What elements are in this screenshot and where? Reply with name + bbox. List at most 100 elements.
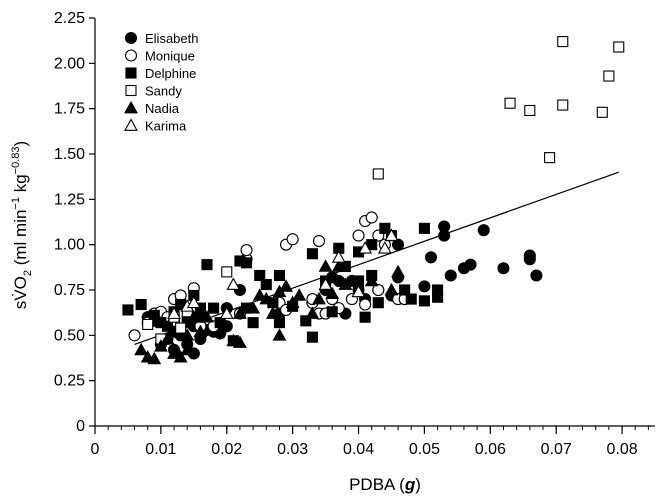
- point-delphine: [306, 331, 318, 343]
- point-delphine: [359, 311, 371, 323]
- point-monique: [286, 233, 299, 246]
- point-monique: [240, 244, 253, 257]
- legend-label-delphine: Delphine: [145, 66, 196, 81]
- point-karima: [331, 250, 346, 263]
- point-delphine: [273, 317, 286, 329]
- point-nadia: [167, 346, 181, 359]
- point-nadia: [305, 306, 320, 319]
- x-tick-label: 0.05: [409, 441, 440, 458]
- point-karima: [226, 277, 241, 290]
- y-tick-label: 0.25: [54, 373, 85, 390]
- point-nadia: [391, 264, 405, 278]
- point-elisabeth: [497, 262, 510, 275]
- point-sandy: [175, 322, 187, 334]
- legend-marker-sandy: [125, 84, 137, 97]
- point-delphine: [240, 257, 253, 269]
- point-delphine: [135, 298, 147, 311]
- x-tick-label: 0.06: [475, 441, 506, 458]
- point-delphine: [260, 279, 272, 291]
- y-axis-title-mid: kg: [11, 174, 30, 197]
- y-tick-label: 0: [76, 418, 85, 435]
- y-axis-title-close: ): [11, 141, 30, 147]
- point-nadia: [259, 291, 274, 305]
- point-sandy: [603, 70, 615, 82]
- point-sandy: [524, 104, 536, 117]
- point-nadia: [318, 259, 333, 272]
- point-nadia: [180, 342, 195, 356]
- point-nadia: [338, 277, 353, 290]
- point-delphine: [372, 297, 384, 309]
- point-delphine: [379, 222, 391, 234]
- x-tick-label: 0.02: [211, 441, 242, 458]
- axes-layer: 0 0.25 0.50 0.75 1.00 1.25 1.50 1.75 2.00 2.25 0 0.…: [54, 10, 655, 458]
- point-delphine: [326, 306, 338, 318]
- legend-label-nadia: Nadia: [145, 101, 180, 116]
- point-delphine: [352, 275, 365, 287]
- regression-line: [134, 171, 619, 345]
- point-delphine: [214, 317, 226, 329]
- point-monique: [365, 211, 378, 224]
- legend-marker-monique: [124, 49, 138, 62]
- x-tick-label: 0.08: [606, 441, 637, 458]
- x-tick-label: 0.07: [541, 441, 572, 458]
- legend-label-sandy: Sandy: [145, 84, 182, 99]
- point-monique: [128, 329, 141, 342]
- point-delphine: [432, 291, 444, 303]
- legend-marker-elisabeth: [124, 31, 138, 45]
- y-tick-label: 0.75: [54, 282, 85, 299]
- point-delphine: [122, 304, 134, 316]
- regression-line-layer: [134, 171, 619, 345]
- legend: Elisabeth Monique Delphine Sandy Nadia Karima: [124, 31, 198, 134]
- point-elisabeth: [523, 249, 536, 262]
- point-nadia: [312, 291, 326, 305]
- point-nadia: [384, 282, 399, 296]
- point-delphine: [254, 269, 266, 282]
- point-sandy: [557, 99, 569, 111]
- x-tick-label: 0: [91, 441, 100, 458]
- y-axis-title-exp2: −0.83: [10, 146, 22, 174]
- point-sandy: [221, 266, 233, 278]
- point-sandy: [613, 41, 625, 53]
- point-nadia: [364, 273, 379, 287]
- point-delphine: [148, 309, 160, 321]
- point-karima: [358, 241, 373, 254]
- point-nadia: [233, 306, 247, 319]
- point-delphine: [399, 284, 411, 296]
- point-nadia: [331, 259, 346, 272]
- y-axis-title-main: sV̇O: [11, 276, 30, 309]
- point-monique: [352, 229, 365, 242]
- x-tick-label: 0.04: [343, 441, 374, 458]
- point-sandy: [372, 168, 384, 180]
- point-nadia: [246, 301, 261, 314]
- point-sandy: [596, 106, 608, 118]
- point-nadia: [292, 288, 307, 301]
- legend-marker-nadia: [124, 100, 138, 114]
- point-sandy: [504, 97, 516, 109]
- point-nadia: [252, 288, 267, 301]
- point-delphine: [201, 259, 213, 271]
- point-nadia: [153, 339, 168, 352]
- point-elisabeth: [424, 251, 438, 264]
- point-nadia: [279, 279, 293, 292]
- point-delphine: [418, 222, 430, 234]
- point-elisabeth: [530, 269, 543, 282]
- point-delphine: [300, 315, 312, 327]
- point-monique: [312, 234, 326, 248]
- point-sandy: [544, 152, 556, 164]
- point-karima: [384, 228, 399, 241]
- point-elisabeth: [438, 220, 451, 233]
- legend-label-elisabeth: Elisabeth: [145, 31, 198, 46]
- legend-label-karima: Karima: [145, 119, 187, 134]
- point-karima: [377, 241, 392, 254]
- point-nadia: [233, 335, 247, 348]
- point-sandy: [557, 36, 569, 48]
- point-nadia: [325, 286, 340, 299]
- point-nadia: [147, 351, 162, 365]
- point-karima: [351, 284, 366, 298]
- point-monique: [359, 298, 372, 311]
- x-axis-title-main: PDBA (: [349, 475, 405, 494]
- point-elisabeth: [477, 224, 490, 237]
- point-nadia: [265, 306, 280, 319]
- point-delphine: [306, 248, 318, 260]
